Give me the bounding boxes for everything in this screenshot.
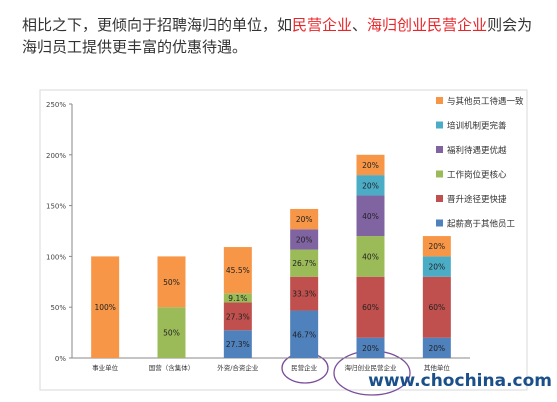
- data-label: 20%: [428, 263, 445, 272]
- legend-label: 晋升途径更快捷: [447, 194, 507, 205]
- data-label: 60%: [362, 303, 379, 312]
- legend-label: 工作岗位更核心: [447, 170, 507, 181]
- data-label: 100%: [94, 303, 115, 312]
- legend-label: 起薪高于其他员工: [447, 219, 516, 230]
- bar-segment: [290, 276, 319, 311]
- legend-swatch: [436, 146, 443, 153]
- x-tick-label: 外资/合资企业: [217, 363, 259, 372]
- title-part: 海归创业民营企业: [367, 16, 488, 34]
- x-tick-label: 海归创业民营企业: [345, 363, 398, 372]
- bar-segment: [290, 249, 319, 277]
- bar-segment: [422, 256, 451, 277]
- data-label: 60%: [428, 303, 445, 312]
- y-tick-label: 250%: [46, 101, 66, 109]
- data-label: 20%: [362, 181, 379, 190]
- title-part: 民营企业: [292, 16, 353, 34]
- bar-segment: [290, 229, 319, 250]
- data-label: 27.3%: [226, 340, 250, 349]
- data-label: 9.1%: [228, 294, 247, 303]
- bar-segment: [422, 337, 451, 358]
- title-part: 则会为海归员工提供更丰富的优惠待遇。: [22, 16, 533, 56]
- bar-segment: [223, 330, 252, 358]
- data-label: 27.3%: [226, 312, 250, 321]
- bar-segment: [356, 175, 385, 196]
- data-label: 20%: [428, 344, 445, 353]
- y-tick-label: 0%: [55, 355, 66, 363]
- bar-segment: [290, 310, 319, 358]
- data-label: 20%: [428, 242, 445, 251]
- bar-segment: [157, 307, 186, 358]
- x-tick-label: 其他单位: [424, 363, 451, 372]
- data-label: 40%: [362, 252, 379, 261]
- bar-segment: [422, 236, 451, 257]
- legend-swatch: [436, 219, 443, 227]
- data-label: 40%: [362, 212, 379, 221]
- bar-segment: [223, 302, 252, 331]
- bar-segment: [356, 276, 385, 338]
- y-tick-label: 50%: [50, 304, 66, 312]
- title-part: 相比之下，更倾向于招聘海归的单位，如: [22, 16, 293, 34]
- slide-title: 相比之下，更倾向于招聘海归的单位，如民营企业、海归创业民营企业则会为海归员工提供…: [22, 14, 542, 58]
- watermark: www.chochina.com: [368, 371, 552, 391]
- legend-swatch: [436, 97, 443, 104]
- bar-segment: [356, 236, 385, 277]
- bar-segment: [356, 195, 385, 237]
- data-label: 20%: [362, 161, 379, 170]
- data-label: 50%: [163, 278, 180, 287]
- legend-label: 福利待遇更优越: [447, 145, 507, 156]
- bar-segment: [223, 247, 252, 294]
- data-label: 45.5%: [226, 266, 250, 275]
- data-label: 20%: [362, 344, 379, 353]
- bar-segment: [356, 337, 385, 358]
- x-tick-label: 民营企业: [291, 363, 318, 372]
- data-label: 46.7%: [292, 330, 316, 339]
- legend-swatch: [436, 195, 443, 202]
- bar-segment: [422, 276, 451, 338]
- data-label: 20%: [296, 235, 313, 244]
- y-tick-label: 150%: [46, 203, 66, 211]
- x-tick-label: 事业单位: [92, 363, 119, 372]
- bar-segment: [91, 256, 120, 358]
- data-label: 33.3%: [292, 290, 316, 299]
- bar-segment: [290, 208, 319, 230]
- x-tick-label: 国营（含集体）: [149, 363, 195, 372]
- chart-frame: [39, 89, 528, 391]
- bar-segment: [157, 256, 186, 308]
- data-label: 20%: [296, 215, 313, 224]
- legend-label: 培训机制更完善: [447, 121, 507, 132]
- title-part: 、: [352, 16, 368, 34]
- data-label: 50%: [163, 329, 180, 338]
- legend-swatch: [436, 121, 443, 129]
- y-tick-label: 100%: [46, 253, 66, 261]
- bar-segment: [356, 154, 385, 176]
- legend-label: 与其他员工待遇一致: [447, 96, 524, 107]
- data-label: 26.7%: [292, 259, 316, 268]
- legend-swatch: [436, 170, 443, 178]
- bar-segment: [223, 293, 252, 303]
- y-tick-label: 200%: [46, 152, 66, 160]
